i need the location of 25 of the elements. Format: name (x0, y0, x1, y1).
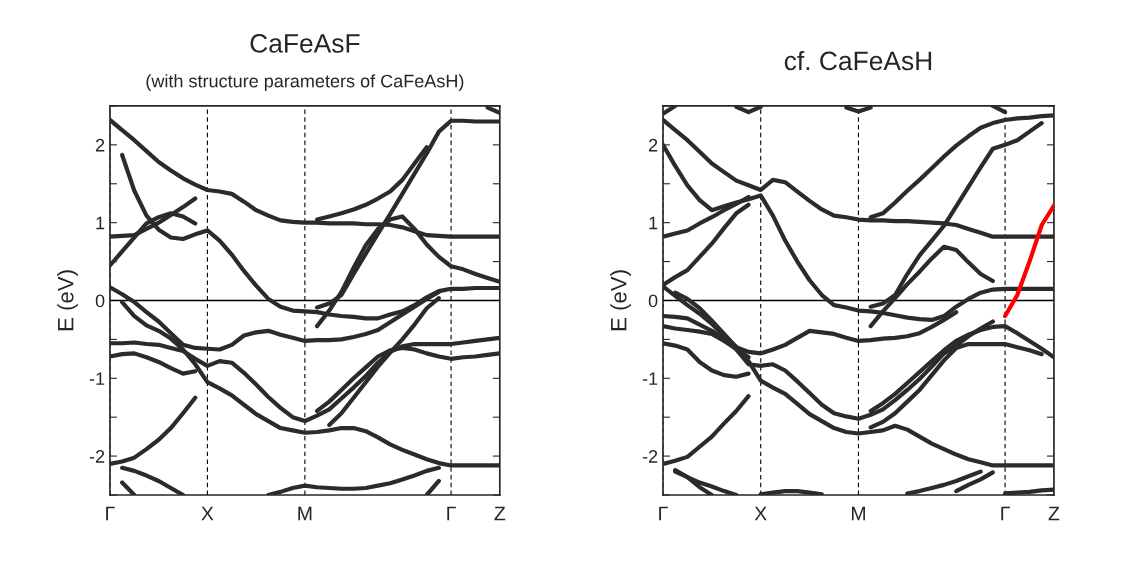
y-tick-label: 0 (95, 294, 105, 308)
x-tick-label: Γ (659, 506, 668, 521)
chart-subtitle: (with structure parameters of CaFeAsH) (146, 74, 464, 92)
x-tick-label: Z (494, 506, 506, 521)
x-tick-label: Γ (1001, 506, 1010, 521)
x-tick-label: M (851, 506, 865, 521)
y-tick-label: -2 (89, 450, 105, 463)
y-tick-label: 1 (649, 216, 658, 230)
y-axis-title: E (eV) (57, 270, 78, 331)
y-tick-label: -2 (642, 450, 658, 463)
chart-title: cf. CaFeAsH (784, 50, 932, 71)
x-tick-label: X (754, 506, 767, 521)
y-axis-title: E (eV) (610, 270, 631, 331)
y-tick-label: -1 (642, 372, 658, 385)
y-tick-label: -1 (89, 372, 105, 385)
x-tick-label: M (298, 506, 312, 521)
x-tick-label: Γ (106, 506, 115, 521)
y-tick-label: 1 (96, 216, 105, 230)
y-tick-label: 2 (648, 138, 658, 152)
y-tick-label: 0 (648, 294, 658, 308)
y-tick-label: 2 (95, 138, 105, 152)
x-tick-label: Z (1048, 506, 1060, 521)
x-tick-label: Γ (447, 506, 456, 521)
chart-title: CaFeAsF (250, 34, 360, 53)
x-tick-label: X (201, 506, 214, 521)
